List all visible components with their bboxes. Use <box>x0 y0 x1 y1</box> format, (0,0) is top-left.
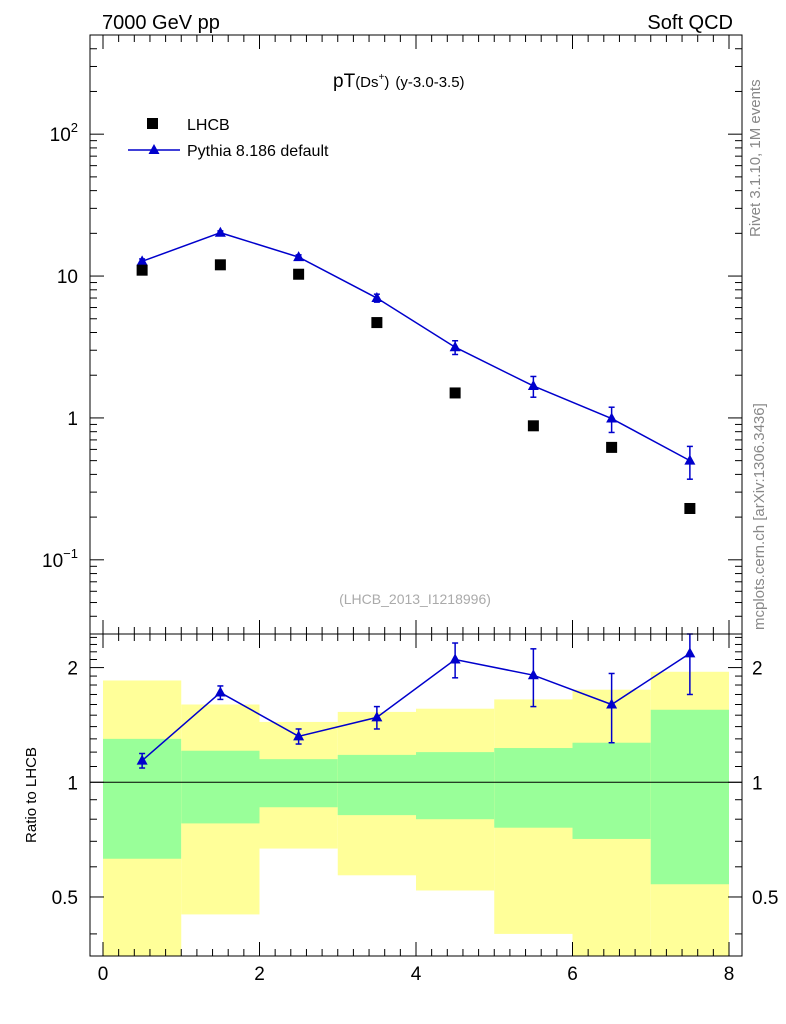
ratio-pythia-line <box>141 652 691 762</box>
title-sub: (Ds <box>355 74 378 91</box>
side-label-top: Rivet 3.1.10, 1M events <box>747 79 764 237</box>
pythia-point <box>449 341 461 352</box>
lhcb-point <box>684 502 696 514</box>
chart-title: pT(Ds+) (y-3.0-3.5) <box>333 71 465 92</box>
ratio-pythia-point <box>606 698 618 709</box>
band-stat <box>416 752 495 820</box>
main-y-tick-labels: 10−1 1 10 102 <box>42 120 78 572</box>
ratio-pythia-point <box>371 711 383 722</box>
legend-marker-pythia <box>148 144 160 154</box>
band-stat <box>181 750 260 824</box>
title-main: pT <box>333 71 356 92</box>
header-right: Soft QCD <box>647 12 733 34</box>
title-sup: + <box>379 72 385 83</box>
ratio-pythia-point <box>136 754 148 765</box>
lhcb-point <box>449 387 461 399</box>
ratio-panel: 0.5 0.5 1 1 2 2 0 2 4 6 8 Ratio to LHCB <box>23 633 779 985</box>
ratio-y-axis-label: Ratio to LHCB <box>23 747 40 843</box>
ratio-series <box>136 633 696 769</box>
main-panel: pT(Ds+) (y-3.0-3.5) LHCB Pythia 8.186 def… <box>42 34 743 635</box>
side-label-bottom: mcplots.cern.ch [arXiv:1306.3436] <box>751 403 768 630</box>
header-left: 7000 GeV pp <box>102 12 220 34</box>
ratio-y-tick-label-left: 2 <box>67 659 78 680</box>
x-tick-label: 2 <box>254 964 265 985</box>
lhcb-point <box>527 420 539 432</box>
pythia-point <box>293 251 305 262</box>
x-tick-label: 8 <box>724 964 735 985</box>
ratio-pythia-point <box>293 730 305 741</box>
ratio-pythia-point <box>449 653 461 664</box>
y-tick-label: 10−1 <box>42 546 78 572</box>
main-series <box>136 226 696 514</box>
ratio-y-tick-labels: 0.5 0.5 1 1 2 2 <box>52 659 779 909</box>
ratio-y-tick-label-right: 0.5 <box>752 888 778 909</box>
y-tick-label: 1 <box>67 409 78 430</box>
x-tick-label: 4 <box>411 964 422 985</box>
ratio-y-tick-label-left: 0.5 <box>52 888 78 909</box>
title-close: ) <box>384 74 389 91</box>
ratio-y-tick-label-right: 1 <box>752 773 763 794</box>
legend-label-pythia: Pythia 8.186 default <box>187 143 329 160</box>
band-stat <box>494 748 573 828</box>
lhcb-point <box>606 441 618 453</box>
ratio-pythia-point <box>214 686 226 697</box>
ratio-pythia-point <box>684 647 696 658</box>
legend: LHCB Pythia 8.186 default <box>128 117 329 160</box>
pythia-line <box>141 231 691 462</box>
lhcb-point <box>293 268 305 280</box>
ratio-frame <box>89 633 743 957</box>
pythia-point <box>527 379 539 390</box>
ratio-y-tick-label-right: 2 <box>752 659 763 680</box>
ratio-y-tick-label-left: 1 <box>67 773 78 794</box>
ratio-pythia-point <box>527 669 539 680</box>
band-stat <box>572 742 651 839</box>
band-stat <box>337 754 416 816</box>
lhcb-point <box>214 259 226 271</box>
main-axis-ticks <box>90 34 742 635</box>
x-tick-label: 6 <box>567 964 578 985</box>
pythia-point <box>136 255 148 266</box>
pythia-point <box>371 292 383 303</box>
legend-marker-lhcb <box>147 118 158 129</box>
y-tick-label: 10 <box>57 267 78 288</box>
title-suffix: (y-3.0-3.5) <box>395 74 464 91</box>
y-tick-label: 102 <box>50 120 78 146</box>
legend-label-lhcb: LHCB <box>187 117 230 134</box>
band-stat <box>650 709 729 885</box>
lhcb-point <box>136 264 148 276</box>
pythia-point <box>214 226 226 237</box>
x-tick-label: 0 <box>98 964 109 985</box>
band-stat <box>259 759 338 808</box>
lhcb-point <box>371 317 383 329</box>
analysis-watermark: (LHCB_2013_I1218996) <box>339 591 491 607</box>
x-tick-labels: 0 2 4 6 8 <box>98 964 735 985</box>
pythia-point <box>684 454 696 465</box>
ratio-bands <box>103 671 729 956</box>
ratio-axis-ticks <box>90 634 742 956</box>
pythia-point <box>606 412 618 423</box>
